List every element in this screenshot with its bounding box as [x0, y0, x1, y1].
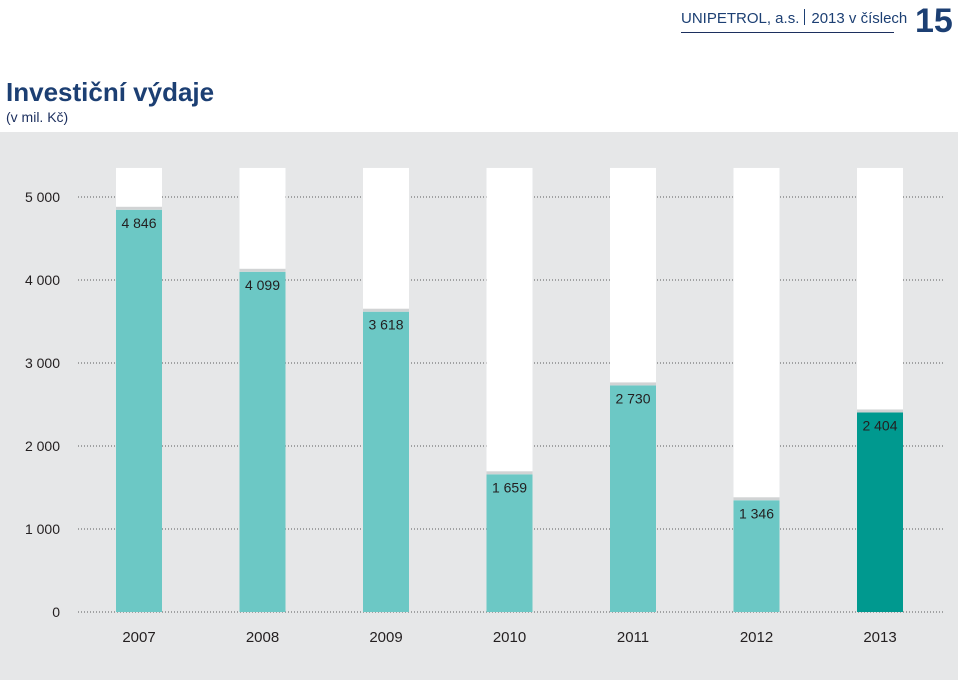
x-tick-label: 2013 [863, 629, 896, 646]
data-label: 2 730 [615, 390, 650, 406]
header-separator [804, 9, 806, 25]
x-tick-label: 2011 [617, 629, 649, 646]
data-label: 3 618 [368, 317, 403, 333]
bar-cap [733, 497, 780, 501]
data-label: 1 346 [739, 505, 774, 521]
bar [239, 271, 286, 612]
bar [363, 311, 409, 612]
x-tick-label: 2009 [369, 629, 402, 646]
report-header: UNIPETROL, a.s. 2013 v číslech [681, 8, 907, 33]
data-label: 2 404 [862, 417, 897, 433]
bar-cap [363, 308, 409, 312]
y-tick-label: 5 000 [25, 189, 60, 205]
x-tick-label: 2012 [740, 629, 773, 646]
chart-subtitle: (v mil. Kč) [6, 109, 69, 125]
data-label: 4 846 [121, 215, 156, 231]
chart-title: Investiční výdaje [6, 77, 215, 107]
y-tick-label: 1 000 [25, 521, 60, 537]
bar [116, 209, 162, 613]
y-tick-label: 3 000 [25, 355, 60, 371]
bar-cap [486, 471, 533, 475]
data-label: 4 099 [245, 277, 280, 293]
bar-cap [857, 409, 903, 413]
page-number: 15 [915, 2, 953, 40]
x-tick-label: 2008 [246, 629, 279, 646]
bar [733, 500, 780, 612]
report-name: 2013 v číslech [811, 10, 908, 27]
bar [610, 385, 656, 612]
bar-cap [239, 268, 286, 272]
bar-cap [610, 382, 656, 386]
company-name: UNIPETROL, a.s. [681, 10, 800, 27]
bar-cap [116, 206, 162, 210]
y-tick-label: 0 [52, 604, 60, 620]
x-tick-label: 2007 [122, 629, 155, 646]
y-tick-label: 4 000 [25, 272, 60, 288]
y-tick-label: 2 000 [25, 438, 60, 454]
bar [857, 412, 903, 612]
bar [486, 474, 533, 612]
x-tick-label: 2010 [493, 629, 526, 646]
data-label: 1 659 [492, 479, 527, 495]
